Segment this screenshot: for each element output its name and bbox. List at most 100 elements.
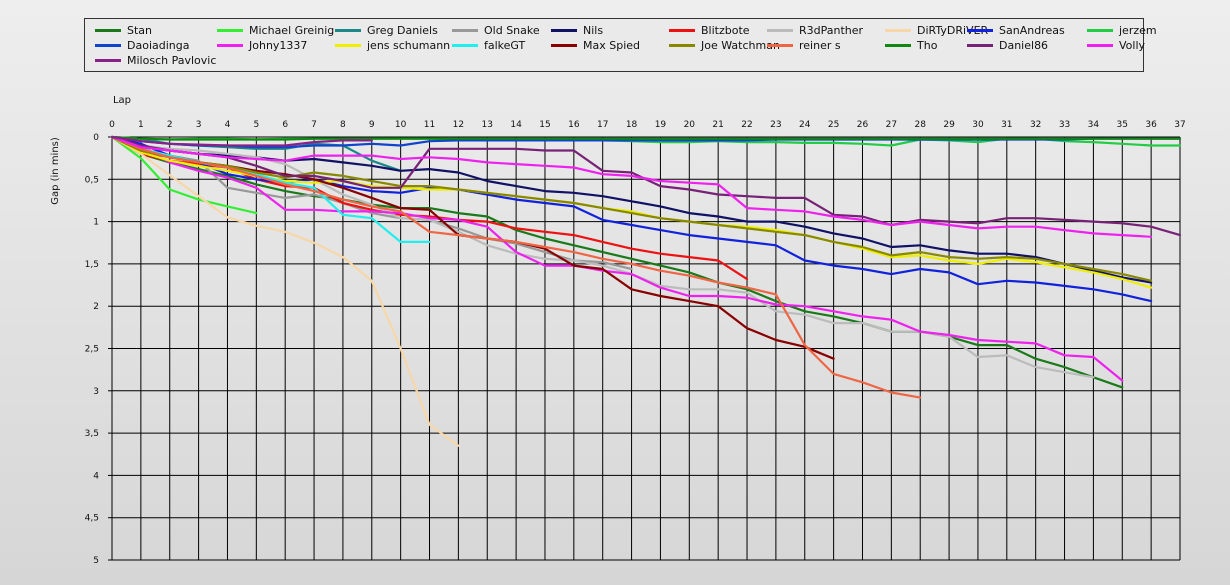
y-tick-label: 4 bbox=[93, 471, 99, 481]
x-tick-label: 24 bbox=[799, 120, 811, 130]
y-tick-label: 4,5 bbox=[85, 514, 99, 524]
legend-entry: DiRTyDRiVER bbox=[885, 23, 988, 37]
series-line-volly bbox=[110, 135, 1153, 238]
x-tick-label: 8 bbox=[340, 120, 346, 130]
x-tick-label: 5 bbox=[253, 120, 259, 130]
legend-label: Milosch Pavlovic bbox=[127, 53, 217, 67]
legend-label: Joe Watchman bbox=[701, 38, 780, 52]
x-tick-label: 31 bbox=[1001, 120, 1012, 130]
legend-label: Stan bbox=[127, 23, 153, 37]
x-tick-label: 3 bbox=[196, 120, 202, 130]
series-line-jens-schumann bbox=[110, 135, 1153, 289]
x-tick-label: 2 bbox=[167, 120, 173, 130]
legend-label: jerzem bbox=[1119, 23, 1157, 37]
legend-swatch bbox=[967, 28, 993, 32]
y-axis-label: Gap (in mins) bbox=[50, 137, 61, 205]
series-line-daniel86 bbox=[110, 135, 1182, 237]
x-tick-label: 7 bbox=[311, 120, 317, 130]
x-tick-label: 9 bbox=[369, 120, 375, 130]
x-tick-label: 35 bbox=[1117, 120, 1128, 130]
legend-swatch bbox=[95, 43, 121, 47]
legend-swatch bbox=[335, 43, 361, 47]
legend-entry: Tho bbox=[885, 38, 937, 52]
legend-entry: Johny1337 bbox=[217, 38, 307, 52]
legend-swatch bbox=[551, 28, 577, 32]
legend-swatch bbox=[1087, 28, 1113, 32]
legend-entry: Nils bbox=[551, 23, 603, 37]
y-tick-label: 2,5 bbox=[85, 345, 99, 355]
x-tick-label: 34 bbox=[1088, 120, 1100, 130]
legend-swatch bbox=[217, 28, 243, 32]
series-line-joe-watchman bbox=[110, 135, 1153, 282]
legend-entry: Volly bbox=[1087, 38, 1145, 52]
legend-entry: falkeGT bbox=[452, 38, 525, 52]
legend-label: Greg Daniels bbox=[367, 23, 438, 37]
x-tick-label: 6 bbox=[282, 120, 288, 130]
x-tick-label: 12 bbox=[453, 120, 464, 130]
series-line-michael-greinig bbox=[110, 135, 258, 215]
series-line-tho bbox=[110, 135, 1182, 141]
y-tick-label: 0 bbox=[93, 133, 99, 143]
legend-label: Old Snake bbox=[484, 23, 540, 37]
y-tick-label: 1 bbox=[93, 218, 99, 228]
legend-label: Nils bbox=[583, 23, 604, 37]
series-line-falkegt bbox=[110, 135, 431, 243]
legend: Stan Michael Greinig Greg Daniels Old Snake… bbox=[84, 18, 1157, 72]
legend-label: Blitzbote bbox=[701, 23, 750, 37]
legend-entry: Stan bbox=[95, 23, 152, 37]
tick-labels: 0 1 2 3 4 5 6 7 8 9 10 11 12 13 14 15 16 17 18 19 20 21 22 23 24… bbox=[85, 120, 1186, 566]
legend-swatch bbox=[452, 43, 478, 47]
legend-entry: Daoiadinga bbox=[95, 38, 189, 52]
y-tick-label: 3 bbox=[93, 387, 99, 397]
legend-label: SanAndreas bbox=[999, 23, 1065, 37]
x-tick-label: 36 bbox=[1145, 120, 1157, 130]
x-tick-label: 13 bbox=[482, 120, 493, 130]
legend-entry: jens schumann bbox=[335, 38, 450, 52]
series-line-old-snake bbox=[110, 135, 633, 271]
legend-label: DiRTyDRiVER bbox=[917, 23, 989, 37]
legend-label: Volly bbox=[1119, 38, 1146, 52]
series-lines bbox=[110, 135, 1182, 447]
legend-swatch bbox=[885, 43, 911, 47]
legend-swatch bbox=[452, 28, 478, 32]
legend-entry: Michael Greinig bbox=[217, 23, 334, 37]
legend-label: falkeGT bbox=[484, 38, 526, 52]
series-line-milosch-pavlovic bbox=[110, 135, 373, 147]
gridlines bbox=[108, 136, 1181, 561]
series-line-stan bbox=[110, 135, 1124, 389]
legend-swatch bbox=[335, 28, 361, 32]
legend-swatch bbox=[551, 43, 577, 47]
y-tick-label: 1,5 bbox=[85, 260, 99, 270]
legend-swatch bbox=[967, 43, 993, 47]
legend-label: Johny1337 bbox=[249, 38, 308, 52]
series-line-reiner-s bbox=[110, 135, 922, 399]
legend-entry: Joe Watchman bbox=[669, 38, 780, 52]
legend-entry: R3dPanther bbox=[767, 23, 863, 37]
x-tick-label: 20 bbox=[684, 120, 696, 130]
x-tick-label: 1 bbox=[138, 120, 144, 130]
x-tick-label: 10 bbox=[395, 120, 407, 130]
x-tick-label: 37 bbox=[1174, 120, 1185, 130]
x-tick-label: 22 bbox=[741, 120, 752, 130]
series-line-dirtydriver bbox=[110, 135, 460, 447]
legend-entry: Blitzbote bbox=[669, 23, 750, 37]
legend-entry: SanAndreas bbox=[967, 23, 1065, 37]
y-tick-label: 0,5 bbox=[85, 175, 99, 185]
legend-entry: Daniel86 bbox=[967, 38, 1048, 52]
x-tick-label: 21 bbox=[712, 120, 723, 130]
series-line-johny1337 bbox=[110, 135, 1124, 382]
x-tick-label: 32 bbox=[1030, 120, 1041, 130]
x-tick-label: 0 bbox=[109, 120, 115, 130]
legend-label: Daoiadinga bbox=[127, 38, 190, 52]
x-tick-label: 19 bbox=[655, 120, 667, 130]
y-tick-label: 2 bbox=[93, 302, 99, 312]
legend-entry: Old Snake bbox=[452, 23, 540, 37]
x-tick-label: 15 bbox=[539, 120, 550, 130]
y-tick-label: 5 bbox=[93, 556, 99, 566]
legend-entry: Greg Daniels bbox=[335, 23, 438, 37]
legend-swatch bbox=[1087, 43, 1113, 47]
legend-entry: jerzem bbox=[1087, 23, 1157, 37]
x-tick-label: 18 bbox=[626, 120, 638, 130]
x-tick-label: 16 bbox=[568, 120, 580, 130]
x-axis-label: Lap bbox=[113, 95, 131, 106]
